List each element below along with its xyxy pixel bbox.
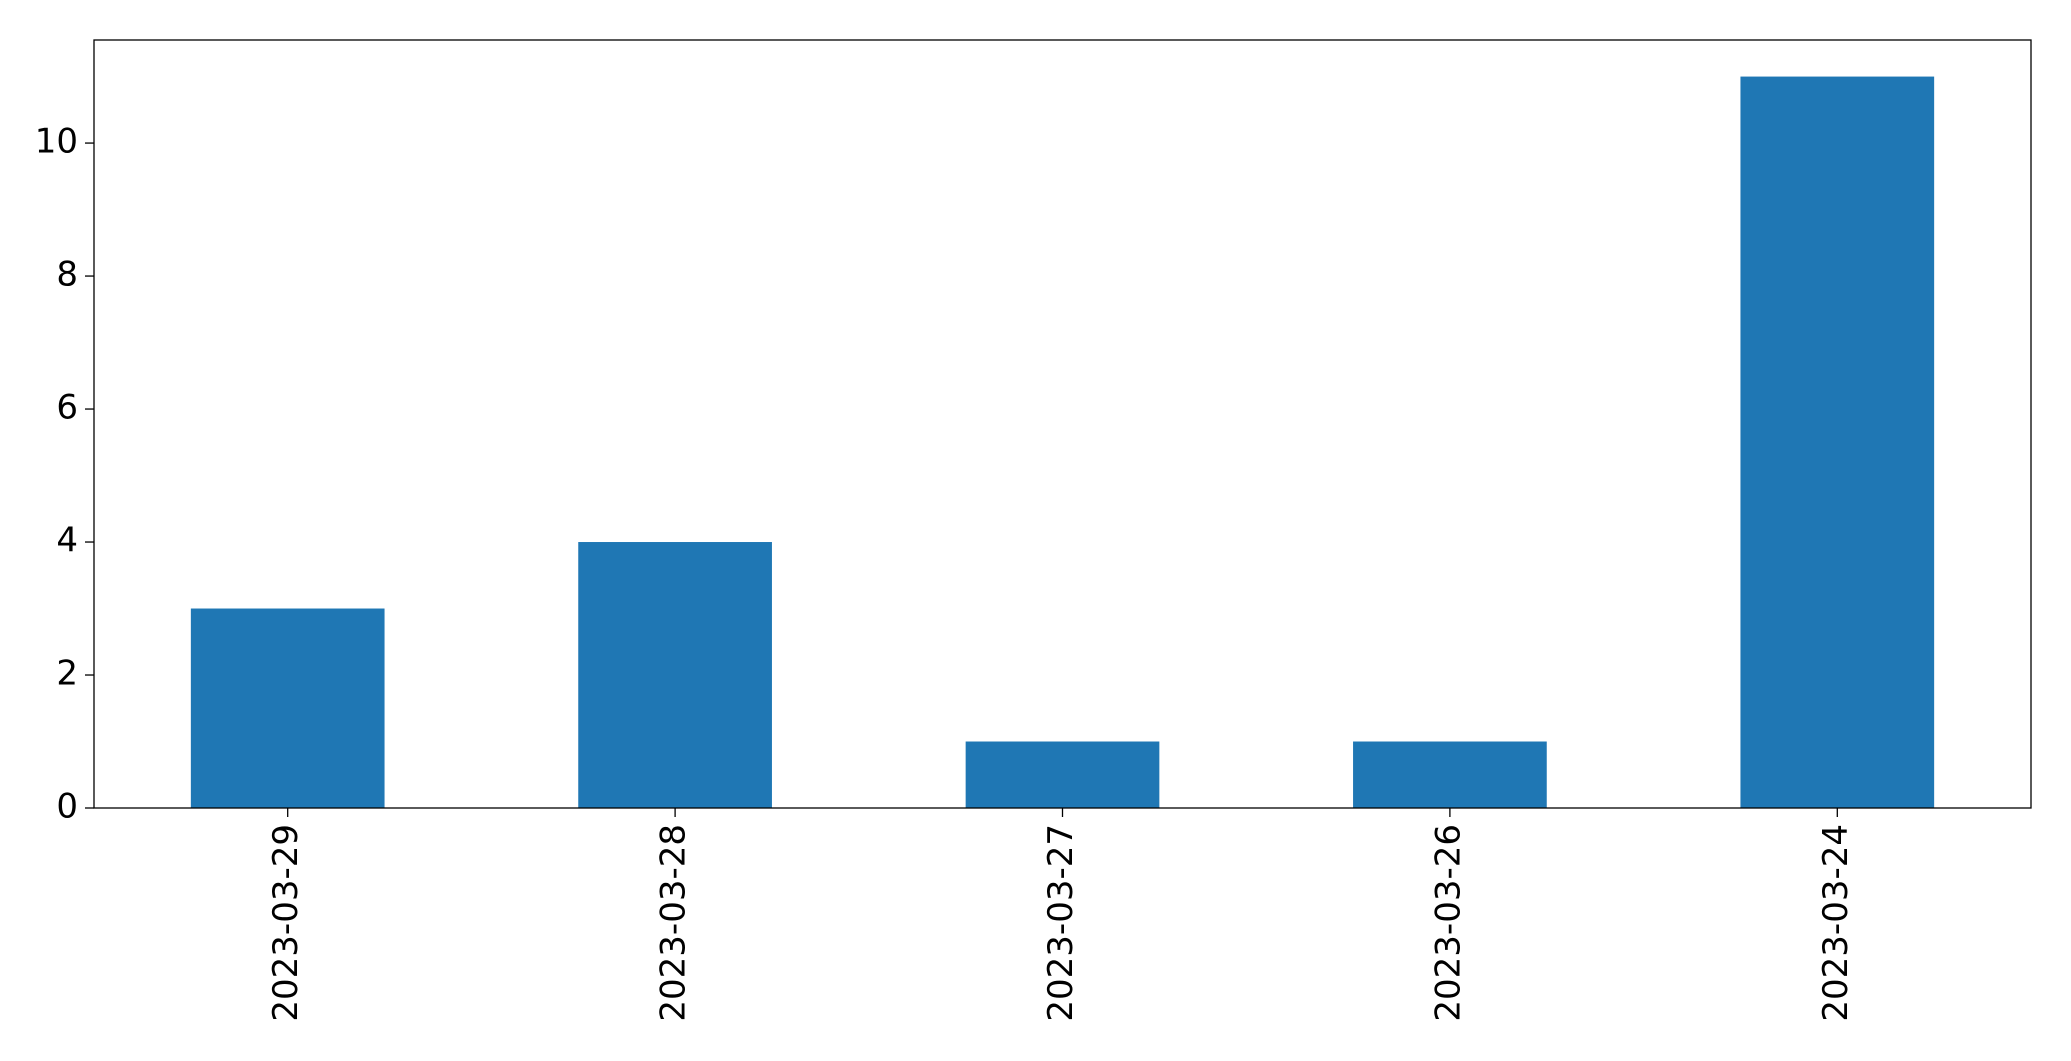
x-tick-label: 2023-03-24 xyxy=(1816,824,1856,1022)
bar xyxy=(1353,741,1547,808)
y-tick-label: 2 xyxy=(56,654,78,694)
x-tick-label: 2023-03-26 xyxy=(1428,824,1468,1022)
x-tick-label: 2023-03-29 xyxy=(266,824,306,1022)
bar xyxy=(190,608,385,808)
plot-frame xyxy=(93,39,2032,809)
y-tick-label: 0 xyxy=(56,787,78,827)
y-tick-label: 8 xyxy=(56,255,78,295)
x-tick-label: 2023-03-27 xyxy=(1041,824,1081,1022)
x-tick-label: 2023-03-28 xyxy=(654,824,694,1022)
bar xyxy=(578,542,772,808)
y-tick-label: 4 xyxy=(56,521,78,561)
y-tick-label: 10 xyxy=(35,122,78,162)
bar xyxy=(1740,76,1935,809)
bar xyxy=(965,741,1160,808)
y-tick-label: 6 xyxy=(56,388,78,428)
